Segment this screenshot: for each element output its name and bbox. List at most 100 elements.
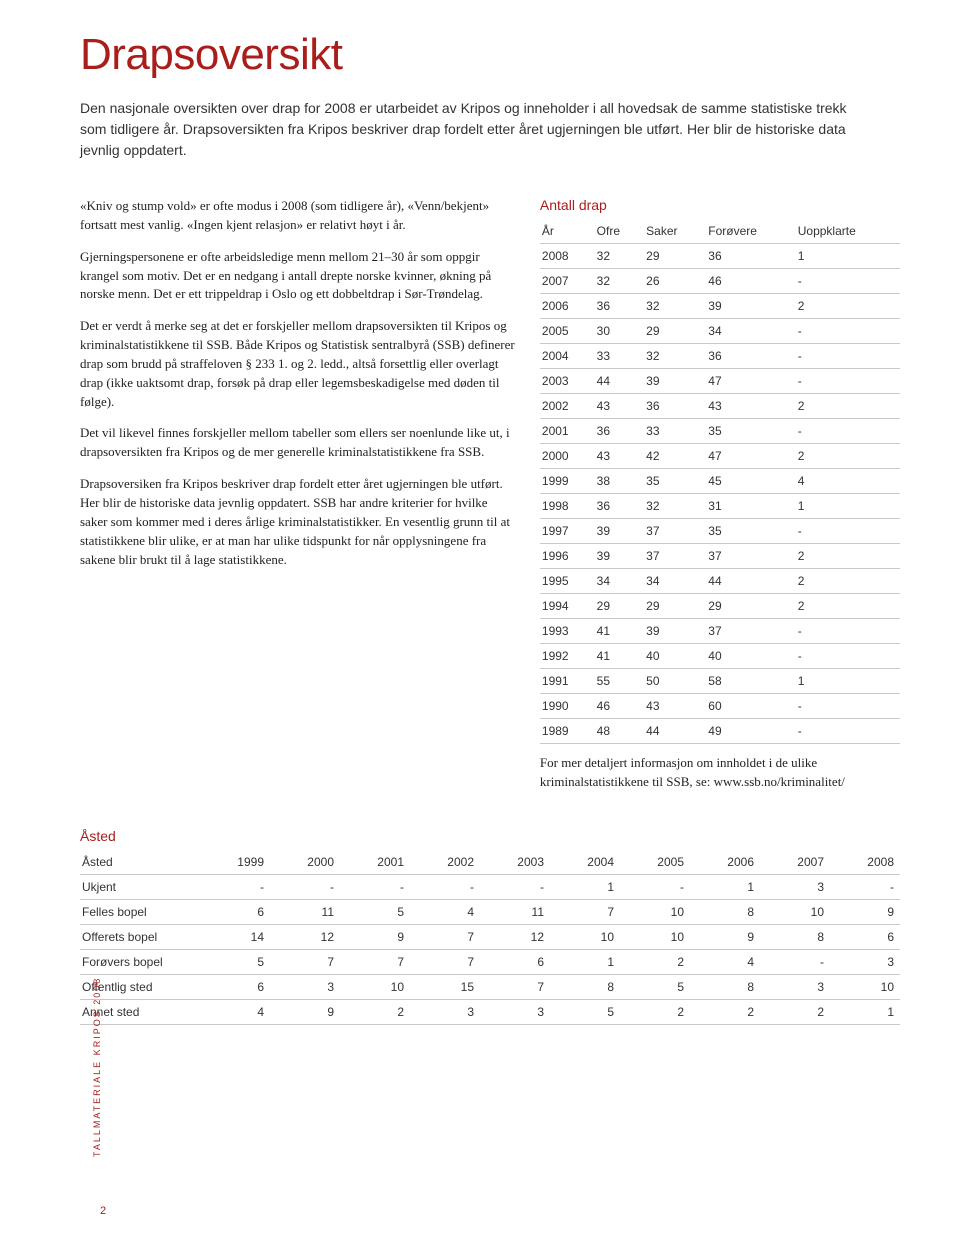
table-header: 1999 <box>200 850 270 875</box>
table-row: 20024336432 <box>540 394 900 419</box>
table-cell: 6 <box>830 924 900 949</box>
table-cell: 32 <box>644 344 706 369</box>
table-cell: Ukjent <box>80 874 200 899</box>
table-cell: Forøvers bopel <box>80 949 200 974</box>
table-cell: 32 <box>595 269 644 294</box>
table-cell: 2003 <box>540 369 595 394</box>
table-cell: 55 <box>595 669 644 694</box>
table-cell: 32 <box>644 494 706 519</box>
table-header: Åsted <box>80 850 200 875</box>
table-header: Forøvere <box>706 219 795 244</box>
table-cell: 32 <box>644 294 706 319</box>
table-cell: 10 <box>620 899 690 924</box>
body-paragraph: Det vil likevel finnes forskjeller mello… <box>80 424 516 462</box>
table-cell: 44 <box>595 369 644 394</box>
table-cell: 32 <box>595 244 644 269</box>
table-cell: 8 <box>760 924 830 949</box>
table-cell: 34 <box>644 569 706 594</box>
table-row: 19983632311 <box>540 494 900 519</box>
table-cell: 35 <box>706 519 795 544</box>
table-cell: 39 <box>595 544 644 569</box>
table-cell: Felles bopel <box>80 899 200 924</box>
table-header: 2004 <box>550 850 620 875</box>
table-cell: 3 <box>830 949 900 974</box>
table-cell: 12 <box>270 924 340 949</box>
table-cell: 5 <box>340 899 410 924</box>
table-cell: 6 <box>200 899 270 924</box>
table-cell: 37 <box>706 619 795 644</box>
table-cell: 2002 <box>540 394 595 419</box>
table-header: 2003 <box>480 850 550 875</box>
table-cell: 5 <box>550 999 620 1024</box>
table-cell: 30 <box>595 319 644 344</box>
table-cell: 1992 <box>540 644 595 669</box>
table-cell: 9 <box>830 899 900 924</box>
table-cell: 29 <box>644 594 706 619</box>
table-cell: 2007 <box>540 269 595 294</box>
table-cell: 29 <box>706 594 795 619</box>
table-cell: 41 <box>595 619 644 644</box>
table-cell: - <box>796 519 900 544</box>
table-cell: 2 <box>620 999 690 1024</box>
table-cell: 4 <box>796 469 900 494</box>
table-cell: 2004 <box>540 344 595 369</box>
table-cell: 9 <box>690 924 760 949</box>
table-cell: 9 <box>270 999 340 1024</box>
table-row: 2003443947- <box>540 369 900 394</box>
table-row: 2004333236- <box>540 344 900 369</box>
table-cell: 15 <box>410 974 480 999</box>
table-cell: 34 <box>595 569 644 594</box>
table-cell: - <box>620 874 690 899</box>
table-cell: 31 <box>706 494 795 519</box>
table-row: Annet sted4923352221 <box>80 999 900 1024</box>
table-cell: - <box>410 874 480 899</box>
table-cell: 2 <box>796 569 900 594</box>
table-row: 2005302934- <box>540 319 900 344</box>
sidebar-vertical-label: TALLMATERIALE KRIPOS 2008 <box>92 977 102 1157</box>
table-cell: - <box>200 874 270 899</box>
table-cell: 2006 <box>540 294 595 319</box>
table-cell: 29 <box>644 319 706 344</box>
table-cell: 48 <box>595 719 644 744</box>
table-cell: 47 <box>706 444 795 469</box>
table-cell: 1996 <box>540 544 595 569</box>
body-paragraph: Drapsoversiken fra Kripos beskriver drap… <box>80 475 516 569</box>
table-cell: Offerets bopel <box>80 924 200 949</box>
table-cell: 43 <box>644 694 706 719</box>
table-cell: 3 <box>410 999 480 1024</box>
table-cell: 29 <box>644 244 706 269</box>
table-cell: - <box>796 419 900 444</box>
body-paragraph: «Kniv og stump vold» er ofte modus i 200… <box>80 197 516 235</box>
table-header: 2000 <box>270 850 340 875</box>
table-cell: 7 <box>480 974 550 999</box>
table-cell: 41 <box>595 644 644 669</box>
table-row: 1990464360- <box>540 694 900 719</box>
table-row: Offentlig sted6310157858310 <box>80 974 900 999</box>
table-cell: 1995 <box>540 569 595 594</box>
table-cell: 36 <box>595 294 644 319</box>
table-cell: 43 <box>595 394 644 419</box>
table-header: Uoppklarte <box>796 219 900 244</box>
table-cell: 35 <box>706 419 795 444</box>
table-cell: 6 <box>480 949 550 974</box>
table-cell: 58 <box>706 669 795 694</box>
table-cell: 1997 <box>540 519 595 544</box>
table-cell: 37 <box>644 544 706 569</box>
table-cell: 39 <box>595 519 644 544</box>
table-cell: 37 <box>644 519 706 544</box>
table-cell: - <box>340 874 410 899</box>
table-row: Felles bopel61154117108109 <box>80 899 900 924</box>
table-row: 1989484449- <box>540 719 900 744</box>
table-cell: - <box>830 874 900 899</box>
table-cell: 10 <box>340 974 410 999</box>
table-cell: 2 <box>796 294 900 319</box>
table-cell: 2000 <box>540 444 595 469</box>
table-cell: 26 <box>644 269 706 294</box>
table-header: 2001 <box>340 850 410 875</box>
table-cell: - <box>796 719 900 744</box>
table-cell: 60 <box>706 694 795 719</box>
table-row: 1993413937- <box>540 619 900 644</box>
table-cell: 3 <box>760 974 830 999</box>
table-header: 2006 <box>690 850 760 875</box>
table-row: 2007322646- <box>540 269 900 294</box>
